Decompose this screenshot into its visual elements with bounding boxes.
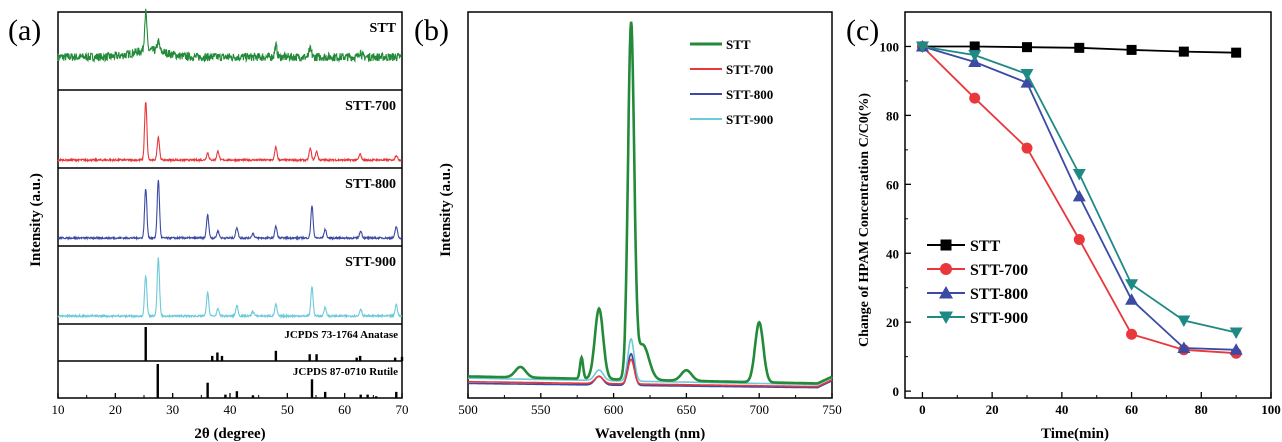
panel-b-frame [467, 11, 833, 399]
xrd-series-label: STT [370, 21, 397, 36]
pl-trace [468, 337, 833, 386]
data-point [1125, 279, 1139, 291]
legend-label: STT-700 [726, 62, 773, 77]
y-tick-label: 40 [886, 246, 899, 261]
x-tick-label: 550 [531, 402, 551, 417]
x-tick-label: 500 [458, 402, 478, 417]
x-tick-label: 10 [52, 402, 65, 417]
xrd-trace [57, 8, 403, 64]
panel-b-label: (b) [414, 14, 449, 47]
data-point [1072, 168, 1086, 181]
panel-b-ylabel: Intensity (a.u.) [438, 163, 454, 257]
panel-c-label: (c) [846, 14, 879, 47]
legend-label: STT-700 [970, 262, 1028, 279]
data-point [940, 263, 952, 275]
x-tick-label: 40 [1055, 402, 1068, 417]
y-tick-label: 0 [893, 384, 900, 399]
reference-label: JCPDS 87-0710 Rutile [293, 366, 398, 378]
data-point [1022, 42, 1032, 53]
x-tick-label: 60 [338, 402, 351, 417]
data-point [1177, 315, 1191, 327]
x-tick-label: 40 [224, 402, 237, 417]
xrd-series-label: STT-800 [345, 177, 396, 192]
legend-label: STT [726, 37, 751, 52]
data-point [939, 286, 953, 299]
data-point [1126, 328, 1138, 340]
reference-label: JCPDS 73-1764 Anatase [284, 329, 398, 341]
data-point [1126, 44, 1137, 55]
panel-c-ylabel: Change of HPAM Concentration C/C0(%) [857, 93, 872, 347]
x-tick-label: 70 [396, 402, 409, 417]
x-tick-label: 20 [109, 402, 122, 417]
x-tick-label: 50 [281, 402, 294, 417]
x-tick-label: 700 [749, 402, 769, 417]
data-point [1074, 42, 1085, 53]
x-tick-label: 100 [1261, 402, 1281, 417]
panel-a-xrd: STT STT-700 STT-800 STT-900 JCPDS 73-1764 An… [52, 8, 409, 417]
data-point [1229, 327, 1243, 340]
y-tick-label: 60 [886, 177, 899, 192]
x-tick-label: 60 [1125, 402, 1138, 417]
data-point [968, 50, 982, 62]
data-point [1020, 76, 1034, 88]
y-tick-label: 80 [886, 108, 899, 123]
panel-c-xlabel: Time(min) [1041, 426, 1109, 442]
data-point [1231, 47, 1242, 58]
xrd-series-label: STT-700 [345, 99, 396, 114]
data-point [939, 311, 953, 324]
data-point [1177, 341, 1191, 354]
xrd-trace [57, 257, 403, 320]
y-tick-label: 20 [886, 315, 899, 330]
legend-label: STT-900 [970, 310, 1028, 327]
data-point [969, 41, 980, 52]
data-point [1125, 293, 1139, 305]
legend-label: STT-900 [726, 112, 773, 127]
data-point [1072, 189, 1086, 202]
data-point [969, 92, 981, 104]
pl-trace [468, 21, 833, 385]
x-tick-label: 80 [1195, 402, 1208, 417]
panel-c-degradation: 0 20 40 60 80 100 0 20 40 60 80 100 STT STT-700 STT-80… [880, 11, 1281, 417]
panel-c-frame [904, 11, 1272, 399]
pl-trace [468, 358, 833, 388]
x-tick-label: 750 [822, 402, 842, 417]
y-tick-label: 100 [880, 39, 900, 54]
panel-b-xlabel: Wavelength (nm) [595, 426, 705, 442]
data-point [1073, 233, 1085, 245]
x-tick-label: 0 [919, 402, 926, 417]
x-tick-label: 30 [166, 402, 179, 417]
panel-b-pl-spectra: STT STT-700 STT-800 STT-900 500 550 600 650 700 7… [458, 11, 842, 417]
panel-a-xlabel: 2θ (degree) [194, 426, 265, 442]
xrd-trace [57, 102, 403, 163]
data-point [915, 41, 929, 53]
pl-trace [468, 352, 833, 389]
x-tick-label: 650 [677, 402, 697, 417]
xrd-trace [57, 179, 403, 241]
panel-a-ylabel: Intensity (a.u.) [28, 173, 44, 267]
panel-a-label: (a) [8, 14, 41, 47]
data-point [1020, 69, 1034, 81]
data-point [1229, 343, 1243, 355]
data-point [1021, 142, 1033, 154]
xrd-series-label: STT-900 [345, 255, 396, 270]
x-tick-label: 20 [986, 402, 999, 417]
legend-label: STT-800 [726, 87, 773, 102]
legend-label: STT [970, 238, 1001, 255]
data-point [1178, 46, 1189, 57]
x-tick-label: 600 [604, 402, 624, 417]
data-point [940, 239, 952, 251]
legend-label: STT-800 [970, 286, 1028, 303]
